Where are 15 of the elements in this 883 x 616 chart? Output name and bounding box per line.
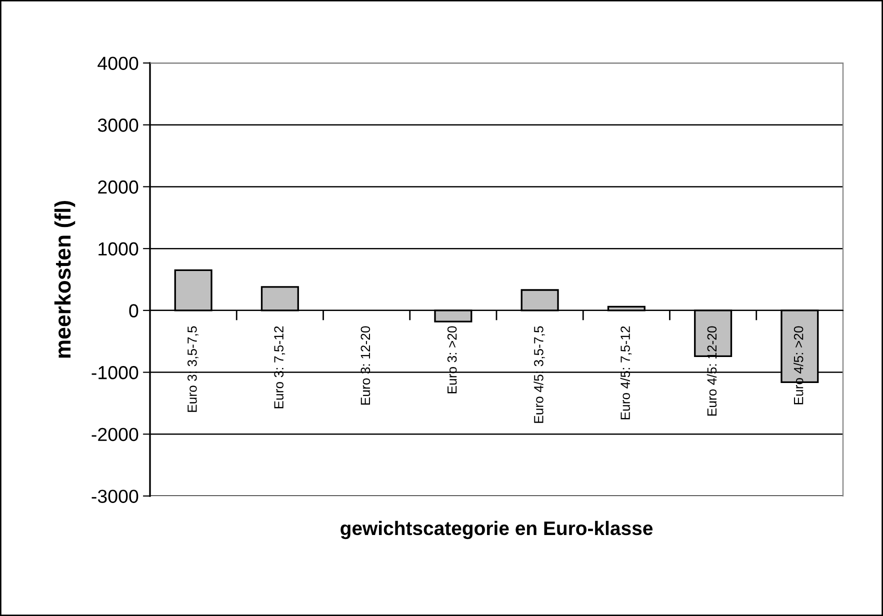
x-tick-label: Euro 3: 3,5-7,5 (188, 326, 198, 412)
x-tick-label: Euro 4/5: 3,5-7,5 (534, 326, 545, 423)
y-tick-label: 3000 (98, 118, 138, 132)
y-tick-label: 4000 (98, 56, 138, 70)
y-tick-label: 0 (129, 304, 138, 318)
x-tick-label: Euro 4/5: 7,5-12 (620, 326, 632, 420)
y-tick-label: -2000 (92, 428, 138, 442)
y-tick-label: -3000 (92, 490, 138, 503)
y-tick-label: 1000 (98, 242, 138, 256)
y-tick-label: 2000 (98, 180, 138, 194)
y-tick-label: -1000 (92, 366, 138, 380)
x-axis-title: gewichtscategorie en Euro-klasse (340, 520, 653, 540)
y-axis-title: meerkosten (fl) (54, 200, 76, 358)
x-tick-label: Euro 3: >20 (447, 326, 457, 394)
x-tick-label: Euro 4/5: >20 (794, 326, 804, 404)
